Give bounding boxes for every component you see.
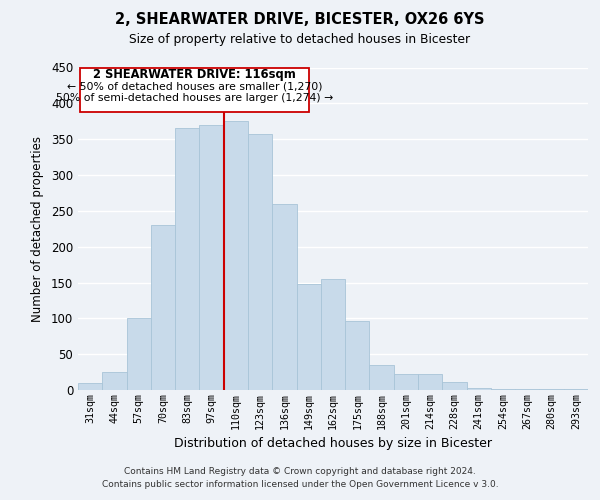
- Text: ← 50% of detached houses are smaller (1,270): ← 50% of detached houses are smaller (1,…: [67, 82, 322, 92]
- X-axis label: Distribution of detached houses by size in Bicester: Distribution of detached houses by size …: [174, 437, 492, 450]
- Bar: [442, 382, 467, 390]
- Bar: [370, 365, 394, 390]
- Bar: [394, 374, 418, 390]
- Bar: [127, 318, 151, 390]
- Bar: [78, 383, 102, 390]
- Text: 50% of semi-detached houses are larger (1,274) →: 50% of semi-detached houses are larger (…: [56, 92, 333, 102]
- Bar: [345, 321, 370, 390]
- Bar: [80, 68, 309, 112]
- Bar: [151, 225, 175, 390]
- Text: 2 SHEARWATER DRIVE: 116sqm: 2 SHEARWATER DRIVE: 116sqm: [93, 68, 296, 81]
- Text: 2, SHEARWATER DRIVE, BICESTER, OX26 6YS: 2, SHEARWATER DRIVE, BICESTER, OX26 6YS: [115, 12, 485, 28]
- Text: Contains HM Land Registry data © Crown copyright and database right 2024.: Contains HM Land Registry data © Crown c…: [124, 467, 476, 476]
- Bar: [418, 374, 442, 390]
- Text: Size of property relative to detached houses in Bicester: Size of property relative to detached ho…: [130, 32, 470, 46]
- Bar: [296, 284, 321, 390]
- Bar: [467, 388, 491, 390]
- Bar: [175, 128, 199, 390]
- Bar: [515, 388, 539, 390]
- Bar: [272, 204, 296, 390]
- Bar: [321, 279, 345, 390]
- Bar: [491, 388, 515, 390]
- Bar: [199, 125, 224, 390]
- Bar: [248, 134, 272, 390]
- Text: Contains public sector information licensed under the Open Government Licence v : Contains public sector information licen…: [101, 480, 499, 489]
- Bar: [102, 372, 127, 390]
- Bar: [224, 121, 248, 390]
- Y-axis label: Number of detached properties: Number of detached properties: [31, 136, 44, 322]
